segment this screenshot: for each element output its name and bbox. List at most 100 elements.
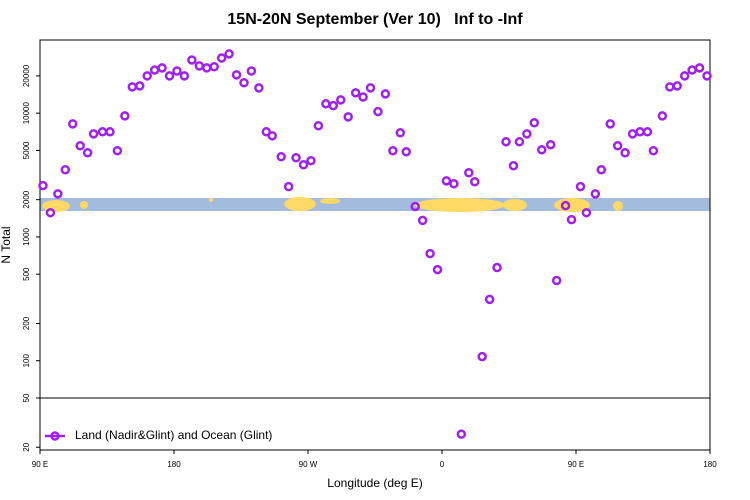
point [417, 215, 428, 226]
point [365, 83, 376, 93]
point [566, 214, 577, 225]
point [477, 351, 487, 362]
point [267, 131, 278, 141]
point [672, 81, 682, 91]
point [120, 111, 130, 121]
y-tick-label: 10000 [22, 101, 31, 124]
land [42, 200, 70, 212]
point [298, 160, 309, 170]
y-tick-label: 2000 [22, 190, 31, 208]
point [216, 53, 227, 63]
point [112, 145, 123, 156]
point [187, 55, 197, 65]
point [575, 181, 586, 192]
point [172, 66, 182, 76]
point [464, 168, 474, 178]
y-tick-label: 5000 [22, 141, 31, 159]
legend: Land (Nadir&Glint) and Ocean (Glint) [45, 428, 272, 442]
chart-title: 15N-20N September (Ver 10) Inf to -Inf [227, 11, 523, 28]
point [358, 92, 368, 102]
point [239, 78, 249, 88]
point [425, 248, 435, 259]
land [613, 201, 623, 211]
point [694, 63, 705, 73]
point [88, 129, 99, 139]
y-tick-label: 50 [22, 393, 31, 402]
point [82, 147, 93, 158]
point [164, 71, 175, 81]
point [432, 264, 443, 275]
x-tick-label: 90 W [299, 460, 318, 469]
y-tick-label: 100 [22, 354, 31, 368]
point [545, 139, 556, 150]
land-ocean-band [40, 197, 710, 212]
point [648, 145, 659, 156]
point [449, 178, 459, 189]
point [514, 137, 525, 147]
point [702, 71, 712, 81]
point [642, 127, 653, 137]
point [276, 151, 286, 162]
point [60, 165, 71, 175]
point [373, 106, 383, 117]
point [343, 112, 353, 122]
x-axis-label: Longitude (deg E) [327, 476, 422, 490]
point [581, 207, 592, 218]
point [537, 145, 547, 155]
ocean-band [40, 198, 710, 211]
point [501, 137, 511, 147]
point [605, 119, 615, 129]
point [612, 141, 623, 151]
x-tick-label: 90 E [568, 460, 584, 469]
point [38, 180, 48, 191]
y-axis-label: N Total [0, 226, 13, 263]
land [209, 198, 213, 202]
point [679, 71, 690, 81]
plot-frame [39, 39, 711, 451]
point [590, 189, 601, 199]
point [53, 189, 63, 199]
point [209, 62, 219, 72]
land [503, 199, 527, 211]
land [320, 198, 340, 204]
x-tick-label: 180 [703, 460, 717, 469]
point [231, 70, 242, 80]
point [68, 119, 78, 129]
point [313, 121, 324, 131]
land [415, 198, 505, 212]
x-tick-label: 90 E [32, 460, 48, 469]
point [45, 207, 56, 218]
legend-marker [50, 431, 60, 441]
point [75, 141, 85, 151]
y-tick-label: 500 [22, 267, 31, 281]
point [410, 201, 420, 212]
point [246, 66, 257, 76]
point [529, 118, 540, 128]
point [522, 129, 532, 139]
point [179, 71, 190, 81]
point [484, 294, 495, 305]
point [620, 147, 630, 158]
point [283, 181, 294, 192]
point [470, 177, 480, 187]
point [560, 200, 571, 211]
point [596, 165, 607, 175]
point [328, 100, 339, 111]
point [224, 49, 234, 59]
point [254, 83, 264, 93]
x-tick-label: 180 [167, 460, 181, 469]
point [105, 127, 115, 137]
series [38, 49, 712, 439]
point [380, 89, 391, 99]
point [657, 111, 668, 121]
point [291, 153, 301, 163]
point [492, 262, 502, 273]
point [441, 176, 452, 186]
y-tick-label: 200 [22, 316, 31, 330]
point [306, 155, 316, 166]
y-tick-label: 20 [22, 442, 31, 451]
land [284, 197, 316, 211]
point [395, 128, 406, 138]
